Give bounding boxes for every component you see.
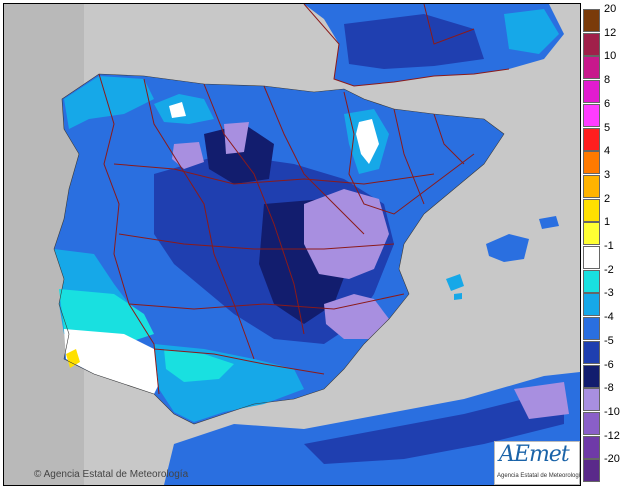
galicia-light-zone: [64, 76, 154, 129]
formentera: [454, 293, 462, 300]
legend-swatch: [583, 293, 600, 317]
cantabria-white-spot: [169, 102, 186, 118]
legend-swatch: [583, 127, 600, 151]
legend-swatch: [583, 80, 600, 104]
soria-purple-zone: [224, 122, 249, 154]
cuenca-purple-zone: [304, 189, 389, 279]
murcia-purple-zone: [324, 294, 389, 339]
boundary-line: [113, 163, 435, 185]
province-boundaries: [98, 4, 510, 395]
legend-label: -4: [604, 311, 614, 324]
france-border: [303, 4, 510, 87]
menorca: [539, 216, 559, 229]
boundary-line: [143, 78, 255, 360]
algarve-yellow-spot: [66, 349, 80, 368]
logo-wordmark: AEmet: [499, 442, 570, 467]
legend-label: -10: [604, 405, 620, 418]
boundary-line: [423, 4, 475, 45]
legend-swatch: [583, 459, 600, 483]
boundary-line: [263, 85, 365, 235]
legend-label: -3: [604, 287, 614, 300]
copyright-text: Agencia Estatal de Meteorología: [43, 469, 189, 480]
burgos-purple-zone: [172, 142, 204, 169]
france-east-zone: [504, 9, 559, 54]
legend-label: 4: [604, 145, 611, 158]
copyright-notice: © Agencia Estatal de Meteorología: [34, 469, 188, 480]
color-legend: 20 12 10 8 6 5 4 3 2 1 -1 -2 -3 -4 -5 -6 -8 -10 -12 -20: [583, 4, 627, 483]
legend-swatch: [583, 222, 600, 246]
legend-label: 1: [604, 216, 611, 229]
france-dark-zone: [344, 14, 484, 69]
legend-label: 6: [604, 97, 611, 110]
legend-label: -12: [604, 429, 620, 442]
north-africa-landmass: [164, 372, 580, 485]
legend-label: 5: [604, 121, 611, 134]
legend-swatch: [583, 411, 600, 435]
legend-label: -2: [604, 263, 614, 276]
legend-label: 2: [604, 192, 611, 205]
legend-swatch: [583, 103, 600, 127]
legend-label: 3: [604, 168, 611, 181]
boundary-line: [153, 348, 325, 375]
legend-label: 20: [604, 3, 617, 15]
copyright-icon: ©: [34, 469, 42, 480]
boundary-line: [128, 293, 405, 310]
legend-swatch: [583, 9, 600, 32]
legend-label: -8: [604, 382, 614, 395]
legend-swatch: [583, 198, 600, 222]
legend-label: -6: [604, 358, 614, 371]
boundary-line: [343, 91, 475, 215]
legend-swatch: [583, 56, 600, 80]
north-africa-purple-zone: [514, 382, 569, 419]
andalusia-cyan-zone: [164, 349, 234, 382]
peninsula-coastline: [53, 73, 505, 425]
navarra-white-spot: [356, 119, 379, 164]
boundary-line: [118, 233, 395, 250]
portugal-cyan-zone: [59, 289, 154, 344]
legend-swatch: [583, 246, 600, 269]
legend-swatch: [583, 269, 600, 293]
ibiza: [446, 274, 464, 291]
portugal-border: [98, 73, 160, 395]
legend-swatch: [583, 340, 600, 364]
logo-subtitle: Agencia Estatal de Meteorología: [497, 473, 581, 479]
legend-swatch: [583, 317, 600, 341]
legend-label: -5: [604, 334, 614, 347]
legend-swatch: [583, 435, 600, 459]
boundary-line: [203, 83, 305, 335]
mallorca: [486, 234, 529, 262]
south-portugal-white-zone: [64, 329, 164, 394]
aemet-logo: AEmet Agencia Estatal de Meteorología: [494, 441, 580, 485]
legend-swatch: [583, 364, 600, 388]
legend-label: 10: [604, 50, 617, 63]
boundary-line: [433, 113, 465, 165]
legend-swatch: [583, 32, 600, 56]
legend-label: 12: [604, 26, 617, 39]
legend-swatch: [583, 151, 600, 175]
legend-swatch: [583, 388, 600, 412]
legend-swatch: [583, 174, 600, 198]
legend-label: -20: [604, 453, 620, 466]
legend-label: 8: [604, 74, 611, 87]
temperature-map: [4, 4, 580, 485]
boundary-line: [393, 108, 425, 205]
legend-label: -1: [604, 240, 614, 252]
map-panel: © Agencia Estatal de Meteorología AEmet …: [3, 3, 581, 486]
north-africa-dark-zone: [304, 394, 564, 464]
